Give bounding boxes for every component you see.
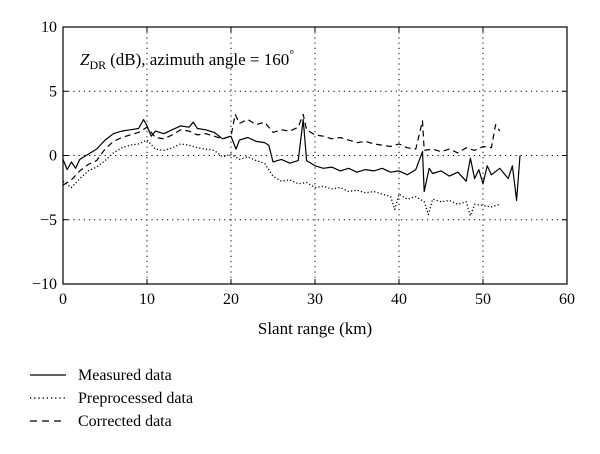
series-line-preprocessed-data [62,139,500,217]
legend-label: Corrected data [78,413,172,430]
x-tick-label: 50 [475,291,491,308]
legend: Measured data Preprocessed data Corrected … [30,367,193,430]
x-tick-label: 60 [559,291,575,308]
y-tick-label: 5 [49,83,57,100]
annotation-var-main: Z [80,50,90,69]
x-tick-label: 0 [59,291,67,308]
annotation-degree: ° [289,47,294,61]
x-axis-label: Slant range (km) [258,319,372,338]
x-tick-label: 20 [223,291,239,308]
annotation-text: (dB), azimuth angle = 160 [110,50,289,69]
annotation-var-sub: DR [89,58,106,72]
y-tick-label: −10 [32,276,57,293]
y-tick-label: −5 [40,212,57,229]
series-line-measured-data [62,118,521,202]
grid-lines [63,27,567,284]
y-tick-label: 10 [41,19,57,36]
legend-label: Preprocessed data [78,390,193,407]
x-tick-label: 10 [139,291,155,308]
series-line-corrected-data [62,113,501,186]
series-lines [62,113,521,217]
y-tick-label: 0 [49,148,57,165]
chart-annotation: ZDR (dB), azimuth angle = 160° [80,47,294,72]
x-tick-label: 30 [307,291,323,308]
legend-label: Measured data [78,367,172,384]
x-tick-label: 40 [391,291,407,308]
